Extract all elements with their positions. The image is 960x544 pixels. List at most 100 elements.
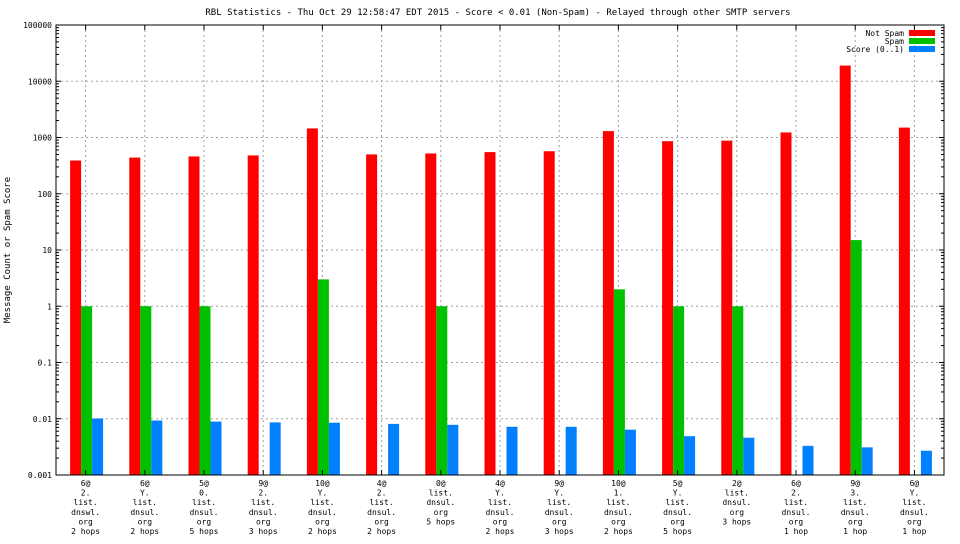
x-tick-label-line: 9@: [554, 479, 564, 488]
x-tick-label-line: org: [552, 517, 567, 526]
bar-not-spam: [425, 153, 437, 476]
x-tick-label-line: dnsul.: [545, 508, 574, 517]
x-tick-label: 9@ 3. list. dnsul. org 1 hop: [841, 479, 870, 536]
x-tick-label-line: 10@: [611, 479, 626, 488]
x-tick-label-line: org: [315, 517, 330, 526]
x-tick-label-line: list.: [902, 498, 926, 507]
x-tick-label-line: dnswl.: [71, 508, 100, 517]
x-tick-label-line: 6@: [791, 479, 801, 488]
bar-not-spam: [70, 160, 82, 475]
x-tick-label-line: org: [907, 517, 922, 526]
x-tick-label-line: 1 hop: [902, 527, 926, 536]
bar-spam: [613, 289, 625, 475]
x-tick-label-line: 10@: [315, 479, 330, 488]
x-tick-label-line: org: [848, 517, 863, 526]
x-tick-label-line: 3 hops: [722, 517, 751, 526]
x-tick-label-line: org: [78, 517, 93, 526]
x-tick-label-line: list.: [133, 498, 157, 507]
x-tick-label-line: org: [493, 517, 508, 526]
bar-score-0-1: [861, 447, 873, 475]
x-tick-label: 4@ Y. list. dnsul. org 2 hops: [486, 479, 515, 536]
bar-score-0-1: [151, 420, 163, 475]
x-tick-label: 6@ 2. list. dnsul. org 1 hop: [782, 479, 811, 536]
x-tick-label-line: list.: [843, 498, 867, 507]
x-tick-label-line: Y.: [910, 489, 920, 498]
x-tick-label-line: 3 hops: [545, 527, 574, 536]
y-tick-label: 10: [42, 246, 52, 255]
bar-not-spam: [484, 152, 496, 475]
x-tick-label-line: list.: [74, 498, 98, 507]
bar-not-spam: [306, 128, 318, 476]
x-tick-label-line: list.: [370, 498, 394, 507]
legend-swatch: [909, 30, 935, 36]
x-tick-label-line: org: [138, 517, 153, 526]
legend-label: Not Spam: [865, 29, 904, 38]
x-tick-label: 5@ Y. list. dnsul. org 5 hops: [663, 479, 692, 536]
x-tick-label-line: Y.: [673, 489, 683, 498]
x-tick-label-line: list.: [606, 498, 630, 507]
y-tick-label: 10000: [28, 77, 52, 86]
x-tick-label-line: org: [197, 517, 212, 526]
bar-spam: [673, 306, 685, 475]
x-tick-label: 6@ Y. list. dnsul. org 1 hop: [900, 479, 929, 536]
x-tick-label-line: 6@: [140, 479, 150, 488]
y-tick-label: 100000: [23, 21, 52, 30]
x-tick-label-line: list.: [547, 498, 571, 507]
x-tick-label-line: 5@: [199, 479, 209, 488]
x-tick-label-line: list.: [251, 498, 275, 507]
x-tick-label-line: Y.: [495, 489, 505, 498]
bar-not-spam: [839, 65, 851, 476]
x-tick-label-line: 9@: [258, 479, 268, 488]
bar-score-0-1: [743, 437, 755, 475]
bar-score-0-1: [92, 418, 104, 475]
x-tick-label-line: list.: [666, 498, 690, 507]
bar-score-0-1: [920, 450, 932, 475]
x-tick-label-line: 2.: [377, 489, 387, 498]
bar-score-0-1: [802, 445, 814, 475]
x-tick-label-line: Y.: [140, 489, 150, 498]
bar-not-spam: [129, 157, 141, 475]
x-tick-label-line: 2 hops: [367, 527, 396, 536]
y-tick-labels: 0.001 0.01 0.1 1 10 100 1000 10000 100000: [23, 21, 944, 480]
x-tick-label: 9@ 2. list. dnsul. org 3 hops: [249, 479, 278, 536]
x-tick-label-line: 0@: [436, 479, 446, 488]
x-tick-label: 0@ list. dnsul. org 5 hops: [426, 479, 455, 526]
bar-spam: [317, 279, 329, 475]
x-tick-label-line: 5 hops: [190, 527, 219, 536]
x-tick-label-line: org: [670, 517, 685, 526]
bar-spam: [140, 306, 152, 475]
x-tick-label-line: dnsul.: [722, 498, 751, 507]
x-tick-label-line: dnsul.: [426, 498, 455, 507]
x-tick-label: 6@ 2. list. dnswl. org 2 hops: [71, 479, 100, 536]
bar-not-spam: [366, 154, 378, 476]
bar-score-0-1: [565, 426, 577, 475]
x-tick-label-line: list.: [192, 498, 216, 507]
x-tick-label-line: list.: [725, 489, 749, 498]
x-tick-label: 9@ Y. list. dnsul. org 3 hops: [545, 479, 574, 536]
x-tick-label-line: dnsul.: [486, 508, 515, 517]
y-tick-label: 0.01: [33, 415, 52, 424]
x-tick-label-line: 2 hops: [308, 527, 337, 536]
x-tick-label-line: 1 hop: [843, 527, 867, 536]
x-tick-label-line: org: [789, 517, 804, 526]
bar-not-spam: [188, 156, 200, 475]
x-tick-label: 6@ Y. list. dnsul. org 2 hops: [130, 479, 159, 536]
x-tick-label-line: org: [374, 517, 389, 526]
x-tick-label-line: Y.: [554, 489, 564, 498]
x-tick-label-line: list.: [310, 498, 334, 507]
x-tick-label-line: 6@: [910, 479, 920, 488]
x-tick-label-line: 6@: [81, 479, 91, 488]
x-tick-label: 4@ 2. list. dnsul. org 2 hops: [367, 479, 396, 536]
y-tick-label: 0.001: [28, 471, 52, 480]
bar-score-0-1: [210, 421, 222, 475]
x-tick-label-line: dnsul.: [130, 508, 159, 517]
bar-score-0-1: [684, 436, 696, 475]
x-tick-label-line: dnsul.: [249, 508, 278, 517]
x-tick-label-line: dnsul.: [900, 508, 929, 517]
bar-score-0-1: [447, 424, 459, 475]
x-tick-label-line: dnsul.: [367, 508, 396, 517]
x-tick-label-line: 5@: [673, 479, 683, 488]
x-tick-label-line: 2 hops: [486, 527, 515, 536]
